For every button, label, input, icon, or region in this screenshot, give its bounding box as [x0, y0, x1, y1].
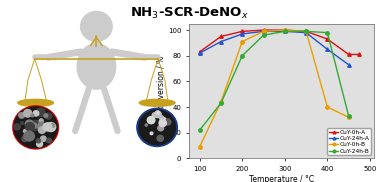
CuY-0h-A [197, 51, 202, 53]
CuY-0h-B [282, 29, 287, 31]
Circle shape [51, 123, 55, 127]
Y-axis label: NO conversion / %: NO conversion / % [156, 56, 165, 126]
Circle shape [19, 113, 25, 118]
CuY-24h-B [240, 55, 245, 57]
Circle shape [25, 122, 34, 131]
CuY-0h-A [240, 30, 245, 32]
Ellipse shape [139, 99, 175, 106]
Circle shape [45, 113, 52, 119]
Circle shape [44, 114, 48, 117]
Line: CuY-0h-B: CuY-0h-B [198, 28, 350, 149]
Circle shape [37, 141, 42, 147]
Legend: CuY-0h-A, CuY-24h-A, CuY-0h-B, CuY-24h-B: CuY-0h-A, CuY-24h-A, CuY-0h-B, CuY-24h-B [327, 128, 371, 155]
CuY-0h-A [282, 29, 287, 31]
CuY-24h-A [304, 31, 308, 34]
CuY-24h-A [197, 52, 202, 54]
Circle shape [158, 125, 164, 131]
X-axis label: Temperature / °C: Temperature / °C [249, 175, 314, 182]
CuY-24h-A [346, 64, 351, 66]
Circle shape [14, 124, 20, 130]
Circle shape [31, 114, 34, 117]
Circle shape [160, 122, 163, 124]
Circle shape [155, 111, 161, 118]
Circle shape [32, 123, 37, 128]
Circle shape [147, 116, 155, 124]
Line: CuY-24h-A: CuY-24h-A [198, 30, 350, 66]
CuY-24h-B [304, 30, 308, 32]
Circle shape [43, 123, 52, 131]
CuY-24h-A [282, 30, 287, 32]
Circle shape [145, 124, 147, 126]
Circle shape [24, 109, 32, 117]
CuY-0h-A [325, 38, 330, 40]
Text: NH$_3$-SCR-DeNO$_x$: NH$_3$-SCR-DeNO$_x$ [130, 5, 248, 21]
Circle shape [39, 122, 44, 127]
Circle shape [167, 119, 169, 121]
Line: CuY-24h-B: CuY-24h-B [198, 30, 350, 132]
CuY-24h-A [325, 48, 330, 50]
Circle shape [12, 105, 59, 150]
Circle shape [150, 132, 153, 135]
Circle shape [156, 111, 160, 114]
CuY-0h-A [218, 35, 223, 37]
CuY-24h-B [282, 30, 287, 32]
CuY-24h-B [261, 34, 266, 36]
Circle shape [161, 123, 163, 125]
CuY-0h-B [240, 41, 245, 43]
Circle shape [46, 138, 51, 143]
Ellipse shape [92, 40, 101, 46]
Circle shape [137, 108, 177, 147]
CuY-0h-B [218, 101, 223, 103]
Circle shape [152, 113, 157, 117]
CuY-0h-B [304, 30, 308, 32]
Circle shape [160, 117, 166, 123]
CuY-0h-B [346, 116, 351, 118]
CuY-24h-A [240, 33, 245, 35]
Circle shape [39, 127, 45, 133]
CuY-24h-B [218, 102, 223, 104]
Circle shape [81, 11, 112, 41]
CuY-24h-B [325, 31, 330, 34]
Line: CuY-0h-A: CuY-0h-A [198, 28, 361, 56]
Circle shape [14, 107, 57, 148]
CuY-24h-B [197, 129, 202, 131]
Ellipse shape [77, 44, 116, 89]
Circle shape [40, 136, 46, 141]
Circle shape [25, 120, 34, 128]
Circle shape [139, 110, 175, 145]
Circle shape [46, 122, 56, 132]
CuY-0h-B [325, 106, 330, 108]
Circle shape [31, 136, 34, 139]
Circle shape [23, 129, 27, 133]
Circle shape [24, 134, 30, 140]
CuY-0h-A [357, 53, 362, 56]
Circle shape [33, 111, 39, 116]
CuY-24h-A [261, 30, 266, 32]
Circle shape [160, 116, 164, 120]
Circle shape [145, 124, 147, 126]
CuY-0h-A [261, 29, 266, 31]
Circle shape [159, 120, 166, 126]
Circle shape [157, 135, 163, 141]
Circle shape [22, 136, 28, 141]
CuY-0h-A [304, 30, 308, 32]
Circle shape [37, 124, 44, 130]
CuY-0h-B [261, 30, 266, 32]
CuY-24h-B [346, 115, 351, 117]
Circle shape [20, 122, 23, 125]
Ellipse shape [18, 99, 54, 106]
CuY-24h-A [218, 41, 223, 43]
Circle shape [24, 131, 34, 141]
Circle shape [31, 120, 41, 130]
Circle shape [39, 119, 43, 122]
Circle shape [36, 108, 45, 117]
CuY-0h-B [197, 146, 202, 148]
Circle shape [36, 139, 40, 143]
CuY-0h-A [346, 53, 351, 56]
Circle shape [165, 119, 171, 125]
Circle shape [26, 112, 29, 114]
